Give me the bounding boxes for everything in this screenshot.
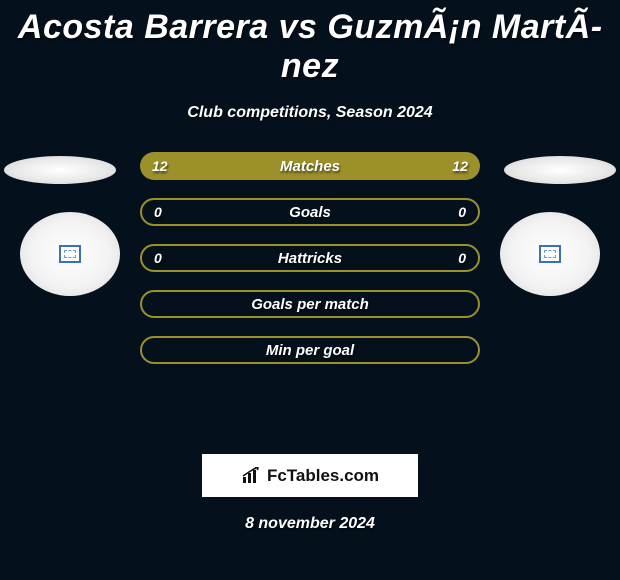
stat-right-value: 0: [458, 200, 466, 224]
left-flag-placeholder: [4, 156, 116, 184]
stat-label: Goals per match: [251, 296, 369, 313]
stat-bar: Min per goal: [140, 336, 480, 364]
stat-label: Hattricks: [278, 250, 342, 267]
stat-left-value: 0: [154, 200, 162, 224]
left-player-column: [0, 152, 120, 392]
right-player-column: [500, 152, 620, 392]
right-avatar-chip-icon: [539, 245, 561, 263]
right-player-avatar: [500, 212, 600, 296]
stat-bar: 12 Matches 12: [140, 152, 480, 180]
stat-label: Goals: [289, 204, 331, 221]
stat-label: Min per goal: [266, 342, 354, 359]
brand-bars-icon: [241, 467, 263, 485]
stat-bar: 0 Hattricks 0: [140, 244, 480, 272]
stat-right-value: 12: [452, 152, 468, 180]
stat-bar: 0 Goals 0: [140, 198, 480, 226]
left-avatar-chip-icon: [59, 245, 81, 263]
subtitle: Club competitions, Season 2024: [0, 104, 620, 122]
left-player-avatar: [20, 212, 120, 296]
right-flag-placeholder: [504, 156, 616, 184]
stat-label: Matches: [280, 158, 340, 175]
brand-box: FcTables.com: [202, 454, 418, 497]
stat-left-value: 12: [152, 152, 168, 180]
page-title: Acosta Barrera vs GuzmÃ¡n MartÃ­nez: [0, 0, 620, 86]
date-label: 8 november 2024: [0, 515, 620, 533]
brand-text: FcTables.com: [267, 466, 379, 486]
stat-left-value: 0: [154, 246, 162, 270]
stat-bars: 12 Matches 12 0 Goals 0 0 Hattricks 0 Goals per m…: [140, 152, 480, 382]
stat-bar: Goals per match: [140, 290, 480, 318]
stat-right-value: 0: [458, 246, 466, 270]
comparison-infographic: Acosta Barrera vs GuzmÃ¡n MartÃ­nez Club…: [0, 0, 620, 580]
main-area: 12 Matches 12 0 Goals 0 0 Hattricks 0 Goals per m…: [0, 152, 620, 452]
brand-label: FcTables.com: [241, 466, 379, 486]
